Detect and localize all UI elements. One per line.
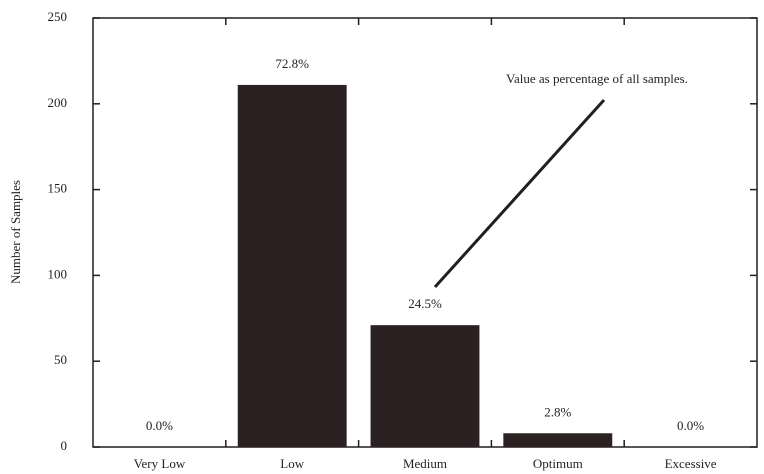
y-axis-label: Number of Samples [8,180,23,284]
value-label: 0.0% [677,418,704,433]
y-tick-label: 50 [54,352,67,367]
y-tick-label: 100 [48,266,68,281]
value-label: 2.8% [544,404,571,419]
x-tick-label: Excessive [665,456,717,471]
value-label: 24.5% [408,296,442,311]
y-tick-label: 200 [48,95,68,110]
bar [237,84,347,447]
bar [503,433,613,447]
annotation: Value as percentage of all samples. [506,71,688,86]
y-tick-label: 250 [48,9,68,24]
bar [370,325,480,447]
value-label: 0.0% [146,418,173,433]
annotation-line [433,98,606,289]
x-tick-label: Very Low [134,456,186,471]
y-tick-label: 150 [48,181,68,196]
x-tick-label: Medium [403,456,447,471]
x-tick-label: Optimum [533,456,583,471]
y-tick-label: 0 [61,438,68,453]
x-tick-label: Low [280,456,304,471]
value-label: 72.8% [275,56,309,71]
